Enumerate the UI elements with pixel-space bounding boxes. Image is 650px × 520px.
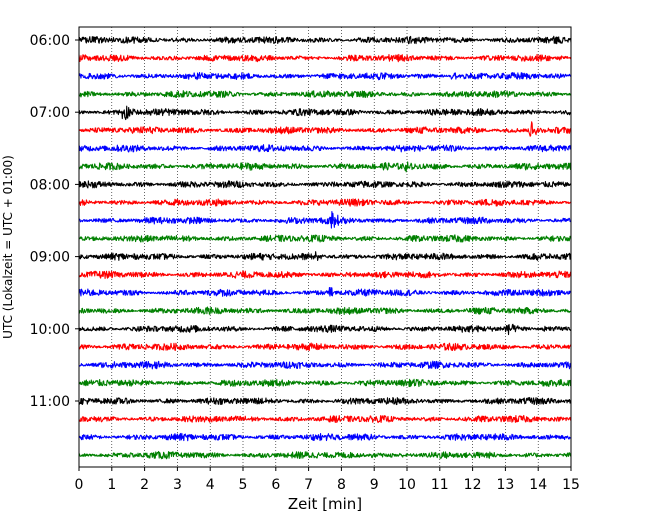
vertical-gridlines bbox=[111, 27, 539, 467]
trace-0730 bbox=[78, 144, 572, 153]
x-tick-label-7: 7 bbox=[304, 477, 313, 493]
x-axis-label: Zeit [min] bbox=[288, 495, 362, 513]
y-axis-ticks: 06:00 07:00 08:00 09:00 10:00 11:00 bbox=[30, 33, 79, 410]
x-tick-label-13: 13 bbox=[496, 477, 514, 493]
x-tick-label-1: 1 bbox=[107, 477, 116, 493]
trace-0745 bbox=[78, 161, 572, 173]
x-tick-label-0: 0 bbox=[75, 477, 84, 493]
x-axis-ticks: 0 1 2 3 4 5 6 7 8 9 10 11 12 13 14 15 bbox=[75, 467, 580, 493]
trace-0930 bbox=[78, 286, 572, 297]
seismic-traces bbox=[78, 35, 572, 460]
trace-1000 bbox=[78, 323, 572, 336]
x-tick-label-15: 15 bbox=[562, 477, 580, 493]
trace-1145 bbox=[78, 450, 572, 460]
plot-frame bbox=[78, 26, 572, 468]
x-tick-label-10: 10 bbox=[398, 477, 416, 493]
trace-0600 bbox=[78, 35, 572, 45]
trace-1045 bbox=[78, 378, 572, 388]
trace-0900 bbox=[78, 251, 572, 262]
y-tick-label-11:00: 11:00 bbox=[30, 394, 70, 410]
trace-0715 bbox=[78, 121, 572, 137]
y-tick-label-08:00: 08:00 bbox=[30, 177, 70, 193]
y-tick-label-10:00: 10:00 bbox=[30, 322, 70, 338]
x-tick-label-3: 3 bbox=[173, 477, 182, 493]
y-axis-label: UTC (Lokalzeit = UTC + 01:00) bbox=[1, 155, 15, 339]
trace-0630 bbox=[78, 72, 572, 81]
trace-1015 bbox=[78, 342, 572, 352]
trace-0700 bbox=[78, 105, 572, 121]
x-tick-label-4: 4 bbox=[206, 477, 215, 493]
x-tick-label-14: 14 bbox=[529, 477, 547, 493]
trace-0615 bbox=[78, 53, 572, 63]
trace-1130 bbox=[78, 432, 572, 442]
x-tick-label-9: 9 bbox=[370, 477, 379, 493]
trace-1100 bbox=[78, 396, 572, 406]
trace-1115 bbox=[78, 414, 572, 424]
x-tick-label-6: 6 bbox=[271, 477, 280, 493]
trace-0915 bbox=[78, 270, 572, 279]
x-tick-label-2: 2 bbox=[140, 477, 149, 493]
y-tick-label-06:00: 06:00 bbox=[30, 33, 70, 49]
x-tick-label-8: 8 bbox=[337, 477, 346, 493]
x-tick-label-12: 12 bbox=[464, 477, 482, 493]
trace-0845 bbox=[78, 234, 572, 243]
y-tick-label-09:00: 09:00 bbox=[30, 250, 70, 266]
trace-1030 bbox=[78, 360, 572, 370]
trace-0800 bbox=[78, 180, 572, 189]
trace-0815 bbox=[78, 198, 572, 207]
trace-0645 bbox=[78, 90, 572, 99]
trace-0830 bbox=[78, 211, 572, 229]
trace-0945 bbox=[78, 306, 572, 316]
x-tick-label-11: 11 bbox=[431, 477, 449, 493]
x-tick-label-5: 5 bbox=[239, 477, 248, 493]
y-tick-label-07:00: 07:00 bbox=[30, 105, 70, 121]
